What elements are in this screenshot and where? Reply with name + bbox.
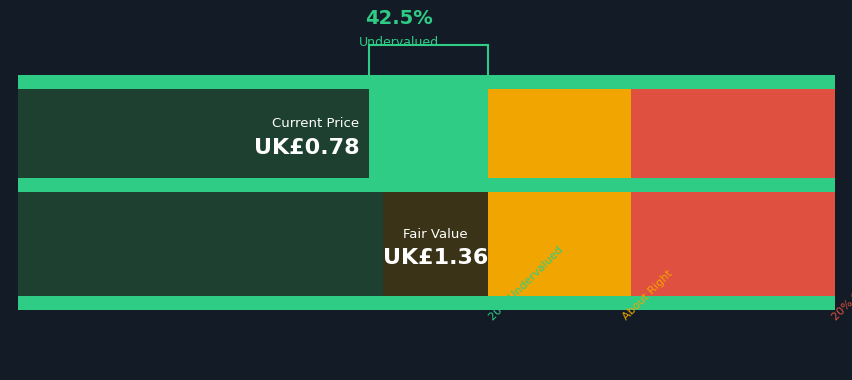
Text: 20% Undervalued: 20% Undervalued	[487, 244, 565, 322]
Bar	[18, 75, 487, 310]
Text: Current Price: Current Price	[272, 117, 359, 130]
Text: UK£0.78: UK£0.78	[253, 138, 359, 157]
Bar	[487, 75, 630, 310]
Bar	[18, 75, 834, 89]
Text: Undervalued: Undervalued	[358, 35, 438, 49]
Text: UK£1.36: UK£1.36	[383, 248, 487, 268]
Text: About Right: About Right	[620, 268, 674, 322]
Bar	[18, 192, 487, 296]
Bar	[18, 89, 369, 178]
Text: 20% Overvalued: 20% Overvalued	[829, 249, 852, 322]
Bar	[383, 192, 487, 296]
Bar	[18, 178, 834, 192]
Bar	[630, 75, 834, 310]
Text: Fair Value: Fair Value	[402, 228, 467, 241]
Text: 42.5%: 42.5%	[365, 8, 432, 27]
Bar	[18, 296, 834, 310]
